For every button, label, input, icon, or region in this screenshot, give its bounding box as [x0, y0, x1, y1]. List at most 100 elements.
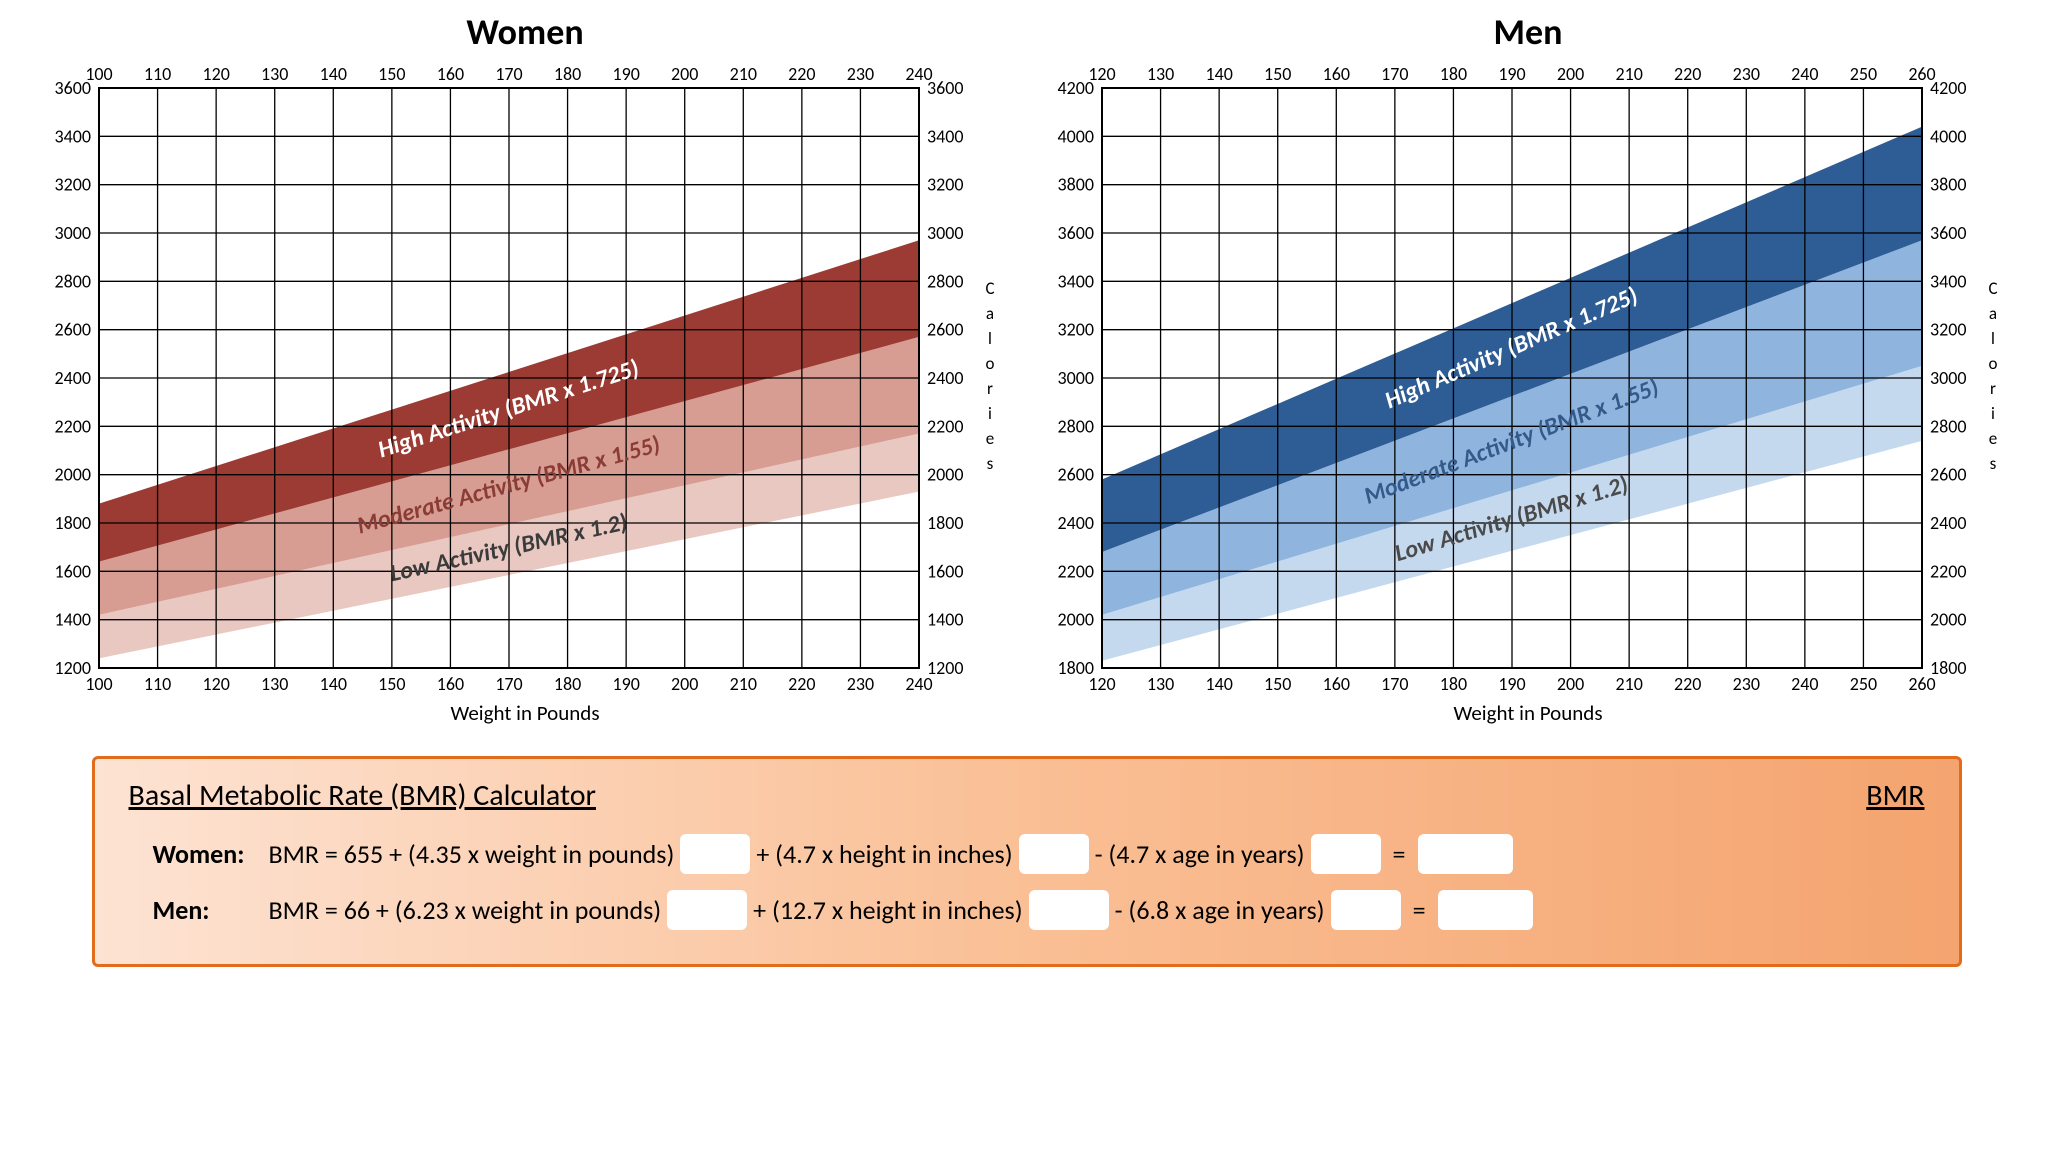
men-xtick-top: 180 [1439, 63, 1466, 85]
men-xtick-bottom: 180 [1439, 673, 1466, 695]
women-x-axis-label: Weight in Pounds [450, 700, 599, 726]
calculator-women-row: Women: BMR = 655 + (4.35 x weight in pou… [123, 826, 1931, 882]
women-xtick-top: 170 [495, 63, 522, 85]
women-ytick-right: 1400 [927, 609, 964, 631]
women-xtick-bottom: 200 [671, 673, 698, 695]
women-xtick-bottom: 110 [143, 673, 170, 695]
men-xtick-bottom: 210 [1615, 673, 1642, 695]
men-ytick-left: 2000 [1057, 609, 1094, 631]
men-formula-part-3: - (6.8 x age in years) [1115, 894, 1325, 926]
women-y-axis-label: Calories [980, 278, 1001, 478]
women-ytick-left: 3200 [54, 174, 91, 196]
women-xtick-bottom: 230 [846, 673, 873, 695]
calculator-women-label: Women: [153, 838, 263, 870]
men-chart: Low Activity (BMR x 1.2)Moderate Activit… [1047, 60, 1977, 696]
women-ytick-right: 2200 [927, 415, 964, 437]
men-formula-part-2: + (12.7 x height in inches) [753, 894, 1022, 926]
men-height-input[interactable] [1029, 890, 1109, 930]
women-formula-part-3: - (4.7 x age in years) [1095, 838, 1305, 870]
men-xtick-bottom: 140 [1205, 673, 1232, 695]
men-ytick-left: 3000 [1057, 367, 1094, 389]
men-ytick-right: 3200 [1930, 319, 1967, 341]
women-ytick-right: 3600 [927, 77, 964, 99]
women-xtick-top: 120 [202, 63, 229, 85]
men-xtick-bottom: 200 [1556, 673, 1583, 695]
women-xtick-top: 230 [846, 63, 873, 85]
women-ytick-right: 1200 [927, 657, 964, 679]
men-xtick-top: 150 [1264, 63, 1291, 85]
bmr-calculator-box: Basal Metabolic Rate (BMR) Calculator BM… [92, 756, 1962, 967]
women-ytick-left: 2200 [54, 415, 91, 437]
women-ytick-left: 1200 [54, 657, 91, 679]
women-ytick-right: 1800 [927, 512, 964, 534]
men-ytick-right: 2800 [1930, 415, 1967, 437]
women-xtick-top: 150 [378, 63, 405, 85]
men-ytick-left: 2400 [1057, 512, 1094, 534]
women-xtick-bottom: 140 [319, 673, 346, 695]
women-ytick-right: 2000 [927, 464, 964, 486]
women-ytick-left: 3000 [54, 222, 91, 244]
men-ytick-right: 2400 [1930, 512, 1967, 534]
men-ytick-right: 3600 [1930, 222, 1967, 244]
women-result-output[interactable] [1418, 834, 1513, 874]
men-equals: = [1413, 894, 1426, 926]
women-svg-holder: Low Activity (BMR x 1.2)Moderate Activit… [44, 60, 974, 696]
men-ytick-right: 1800 [1930, 657, 1967, 679]
women-ytick-right: 2600 [927, 319, 964, 341]
men-ytick-left: 3200 [1057, 319, 1094, 341]
men-chart-title: Men [1494, 10, 1563, 54]
men-ytick-right: 3000 [1930, 367, 1967, 389]
men-result-output[interactable] [1438, 890, 1533, 930]
calculator-men-label: Men: [153, 894, 263, 926]
men-xtick-bottom: 130 [1146, 673, 1173, 695]
calculator-bmr-heading: BMR [1866, 777, 1924, 814]
men-xtick-top: 250 [1849, 63, 1876, 85]
women-xtick-bottom: 150 [378, 673, 405, 695]
men-svg-holder: Low Activity (BMR x 1.2)Moderate Activit… [1047, 60, 1977, 696]
women-formula-part-2: + (4.7 x height in inches) [756, 838, 1012, 870]
women-xtick-bottom: 120 [202, 673, 229, 695]
men-weight-input[interactable] [667, 890, 747, 930]
women-ytick-left: 3600 [54, 77, 91, 99]
men-xtick-bottom: 250 [1849, 673, 1876, 695]
women-xtick-bottom: 130 [261, 673, 288, 695]
women-height-input[interactable] [1019, 834, 1089, 874]
women-xtick-top: 220 [788, 63, 815, 85]
men-xtick-top: 190 [1498, 63, 1525, 85]
women-xtick-bottom: 210 [729, 673, 756, 695]
women-xtick-top: 160 [436, 63, 463, 85]
men-xtick-top: 220 [1674, 63, 1701, 85]
men-xtick-bottom: 150 [1264, 673, 1291, 695]
women-ytick-left: 1600 [54, 560, 91, 582]
men-ytick-right: 2600 [1930, 464, 1967, 486]
women-weight-input[interactable] [680, 834, 750, 874]
women-ytick-right: 3000 [927, 222, 964, 244]
men-ytick-right: 2000 [1930, 609, 1967, 631]
women-ytick-right: 3200 [927, 174, 964, 196]
women-xtick-bottom: 170 [495, 673, 522, 695]
men-x-axis-label: Weight in Pounds [1453, 700, 1602, 726]
women-xtick-top: 180 [553, 63, 580, 85]
men-ytick-left: 2600 [1057, 464, 1094, 486]
women-xtick-bottom: 160 [436, 673, 463, 695]
men-ytick-left: 3800 [1057, 174, 1094, 196]
men-xtick-top: 170 [1381, 63, 1408, 85]
men-age-input[interactable] [1331, 890, 1401, 930]
women-xtick-top: 110 [143, 63, 170, 85]
men-xtick-top: 230 [1732, 63, 1759, 85]
women-ytick-left: 2800 [54, 270, 91, 292]
men-y-axis-label: Calories [1983, 278, 2004, 478]
men-chart-block: Men Low Activity (BMR x 1.2)Moderate Act… [1047, 10, 2010, 726]
women-chart-title: Women [466, 10, 583, 54]
women-equals: = [1393, 838, 1406, 870]
men-xtick-bottom: 220 [1674, 673, 1701, 695]
men-xtick-bottom: 190 [1498, 673, 1525, 695]
men-xtick-top: 140 [1205, 63, 1232, 85]
women-age-input[interactable] [1311, 834, 1381, 874]
women-ytick-left: 1800 [54, 512, 91, 534]
women-xtick-bottom: 220 [788, 673, 815, 695]
men-ytick-left: 2800 [1057, 415, 1094, 437]
women-ytick-left: 2000 [54, 464, 91, 486]
men-ytick-right: 4000 [1930, 125, 1967, 147]
men-ytick-left: 4000 [1057, 125, 1094, 147]
